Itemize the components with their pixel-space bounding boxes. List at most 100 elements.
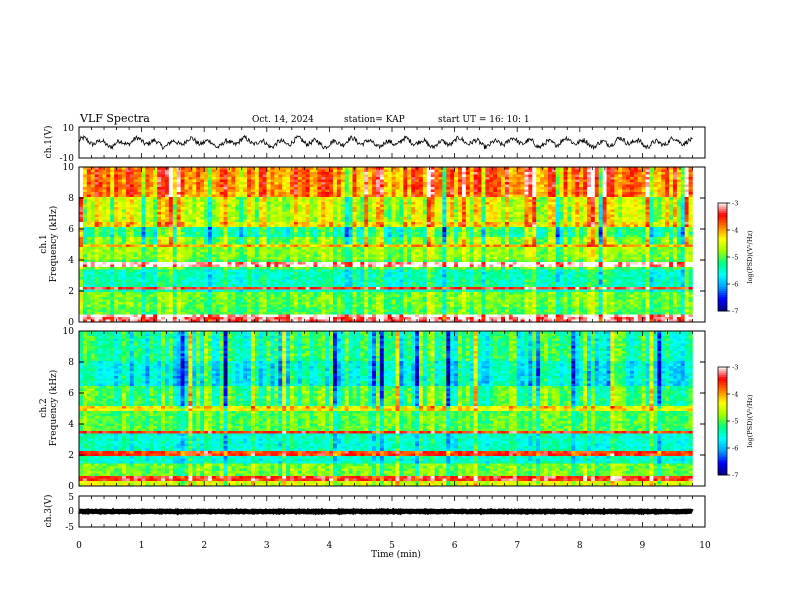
ch1-spectrogram-cell	[348, 214, 353, 218]
ch1-spectrogram-cell	[356, 239, 361, 243]
ch1-spectrogram-cell	[305, 237, 310, 240]
ch1-spectrogram-cell	[352, 179, 357, 183]
ch1-spectrogram-cell	[336, 202, 342, 205]
ch1-spectrogram-cell	[512, 202, 517, 205]
ch1-spectrogram-cell	[434, 229, 439, 233]
ch1-spectrogram-cell	[387, 174, 392, 178]
ch1-spectrogram-cell	[161, 174, 166, 178]
ch1-spectrogram-cell	[657, 197, 662, 200]
ch1-spectrogram-cell	[403, 167, 408, 170]
ch1-spectrogram-cell	[618, 227, 623, 230]
ch1-spectrogram-cell	[375, 184, 381, 188]
ch1-spectrogram-cell	[602, 179, 607, 183]
ch1-spectrogram-cell	[121, 197, 127, 200]
ch1-spectrogram-cell	[594, 202, 599, 205]
ch1-spectrogram-cell	[86, 179, 92, 183]
ch1-spectrogram-cell	[258, 222, 263, 225]
ch1-spectrogram-cell	[536, 209, 541, 213]
ch1-spectrogram-cell	[356, 229, 361, 233]
ch1-spectrogram-cell	[153, 187, 158, 190]
ch1-spectrogram-cell	[274, 189, 279, 193]
ch1-spectrogram-cell	[239, 229, 244, 233]
ch1-spectrogram-cell	[520, 217, 525, 220]
ch1-spectrogram-cell	[196, 169, 201, 173]
ch1-spectrogram-cell	[90, 167, 95, 170]
ch1-spectrogram-cell	[247, 209, 252, 213]
ch1-spectrogram-cell	[657, 217, 662, 220]
ch1-spectrogram-cell	[348, 184, 353, 188]
ch1-spectrogram-cell	[129, 209, 135, 213]
ch1-spectrogram-cell	[141, 209, 146, 213]
ch1-spectrogram-cell	[94, 202, 99, 205]
ch1-spectrogram-cell	[473, 204, 478, 208]
ch1-spectrogram-cell	[137, 212, 142, 215]
ch1-spectrogram-cell	[340, 237, 346, 240]
ch1-spectrogram-cell	[618, 242, 623, 245]
ch1-spectrogram-cell	[469, 174, 474, 178]
ch1-spectrogram-cell	[121, 212, 127, 215]
ch1-spectrogram-cell	[481, 199, 486, 203]
ch1-spectrogram-cell	[94, 194, 99, 198]
ch1-spectrogram-cell	[204, 224, 209, 228]
ch1-spectrogram-cell	[192, 212, 197, 215]
ch1-spectrogram-cell	[430, 194, 435, 198]
ch1-spectrogram-cell	[239, 174, 244, 178]
ch1-spectrogram-cell	[653, 182, 658, 185]
ch1-spectrogram-cell	[82, 242, 88, 245]
ch1-spectrogram-cell	[450, 192, 455, 195]
ch1-spectrogram-cell	[387, 227, 392, 230]
ch1-spectrogram-cell	[153, 184, 158, 188]
ch1-spectrogram-cell	[501, 184, 506, 188]
ch1-spectrogram-cell	[176, 174, 181, 178]
ch1-spectrogram-cell	[610, 212, 615, 215]
ch1-spectrogram-cell	[649, 207, 654, 210]
ch1-spectrogram-cell	[184, 214, 189, 218]
ch1-spectrogram-cell	[239, 214, 244, 218]
ch1-spectrogram-cell	[645, 174, 650, 178]
ch1-spectrogram-cell	[282, 194, 287, 198]
ch1-spectrogram-cell	[626, 179, 631, 183]
ch1-spectrogram-cell	[622, 182, 627, 185]
ch1-spectrogram-cell	[575, 174, 580, 178]
ch1-spectrogram-cell	[622, 199, 627, 203]
ch1-spectrogram-cell	[563, 197, 568, 200]
ch1-spectrogram-cell	[567, 174, 572, 178]
ch1-spectrogram-cell	[192, 189, 197, 193]
ch1-spectrogram-cell	[676, 239, 682, 243]
ch1-spectrogram-cell	[82, 209, 88, 213]
ch1-spectrogram-cell	[133, 202, 138, 205]
ch1-spectrogram-cell	[672, 167, 678, 170]
ch1-spectrogram-cell	[629, 184, 635, 188]
ch1-spectrogram-cell	[313, 172, 318, 175]
ch1-spectrogram-cell	[575, 187, 580, 190]
ch1-spectrogram-cell	[145, 229, 150, 233]
ch1-spectrogram-cell	[129, 222, 135, 225]
ch1-spectrogram-cell	[473, 182, 478, 185]
ch1-spectrogram-cell	[567, 232, 572, 235]
ch1-spectrogram-cell	[266, 227, 271, 230]
ch1-spectrogram-cell	[653, 167, 658, 170]
ch1-spectrogram-cell	[79, 169, 84, 173]
ch1-spectrogram-cell	[426, 234, 431, 238]
ch1-spectrogram-cell	[446, 204, 451, 208]
ch1-spectrogram-cell	[321, 192, 326, 195]
ch1-spectrogram-cell	[247, 194, 252, 198]
ch1-spectrogram-cell	[387, 192, 392, 195]
ch1-spectrogram-cell	[454, 217, 459, 220]
ch1-spectrogram-cell	[286, 174, 291, 178]
ch1-spectrogram-cell	[176, 177, 181, 180]
ch1-spectrogram-cell	[450, 174, 455, 178]
ch1-spectrogram-cell	[282, 202, 287, 205]
ch1-spectrogram-cell	[415, 217, 420, 220]
ch1-spectrogram-cell	[512, 219, 517, 223]
ch1-spectrogram-cell	[176, 214, 181, 218]
ch1-spectrogram-cell	[325, 239, 330, 243]
ch1-spectrogram-cell	[180, 242, 185, 245]
ch1-spectrogram-cell	[665, 229, 670, 233]
ch1-spectrogram-cell	[340, 224, 346, 228]
ch1-spectrogram-cell	[469, 189, 474, 193]
ch1-spectrogram-cell	[438, 189, 443, 193]
ch1-spectrogram-cell	[508, 219, 514, 223]
ch1-spectrogram-cell	[332, 227, 338, 230]
ch1-spectrogram-cell	[387, 239, 392, 243]
